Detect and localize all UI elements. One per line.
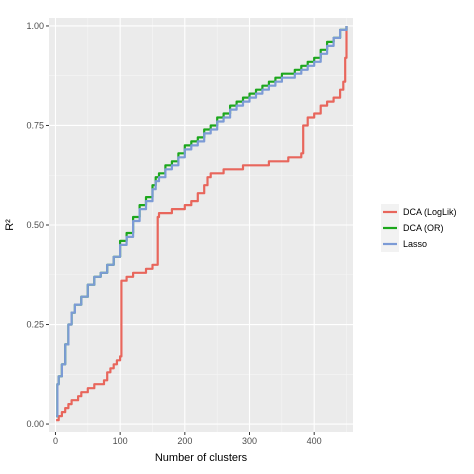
x-axis-title: Number of clusters <box>155 452 248 464</box>
y-tick-label: 0.50 <box>26 220 44 230</box>
series-line-2 <box>56 26 348 418</box>
x-axis-ticks: 0 100 200 300 400 <box>53 432 322 446</box>
legend-label: DCA (LogLik) <box>403 207 457 217</box>
x-tick-label: 400 <box>307 436 322 446</box>
y-tick-label: 0.25 <box>26 320 44 330</box>
x-tick-label: 300 <box>242 436 257 446</box>
series-line-0 <box>56 26 348 422</box>
series-lines <box>56 26 348 422</box>
x-tick-label: 0 <box>53 436 58 446</box>
legend: DCA (LogLik) DCA (OR) Lasso <box>381 204 457 252</box>
legend-label: Lasso <box>403 239 427 249</box>
y-tick-label: 1.00 <box>26 21 44 31</box>
x-tick-label: 100 <box>113 436 128 446</box>
y-axis-ticks: 0.00 0.25 0.50 0.75 1.00 <box>26 21 49 429</box>
legend-label: DCA (OR) <box>403 223 444 233</box>
major-gridlines <box>49 18 353 432</box>
x-tick-label: 200 <box>177 436 192 446</box>
y-tick-label: 0.75 <box>26 120 44 130</box>
y-tick-label: 0.00 <box>26 419 44 429</box>
y-axis-title: R² <box>4 219 16 231</box>
